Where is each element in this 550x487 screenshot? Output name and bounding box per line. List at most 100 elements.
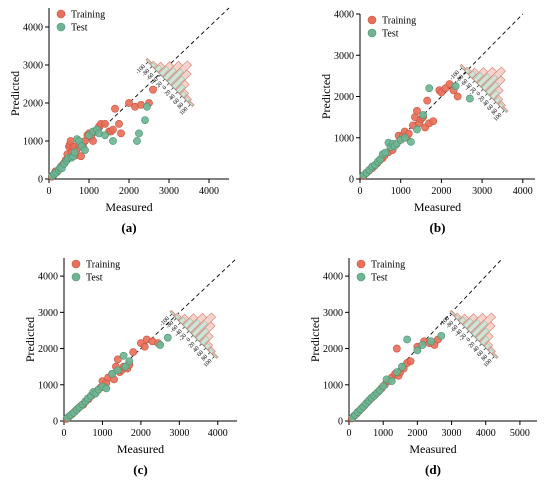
data-point-test xyxy=(381,148,390,157)
legend-marker-training xyxy=(71,259,81,269)
y-axis-label: Predicted xyxy=(308,317,322,362)
x-tick-label: 3000 xyxy=(442,428,462,439)
histogram-tick xyxy=(459,67,463,71)
histogram-tick-label: -40 xyxy=(464,82,474,92)
x-tick-label: 4000 xyxy=(513,186,533,197)
legend-marker-training xyxy=(356,259,366,269)
histogram-tick xyxy=(497,105,501,109)
histogram-bar-test xyxy=(191,320,208,337)
histogram-tick-label: 20 xyxy=(164,89,172,97)
histogram-bar-test xyxy=(468,70,477,79)
histogram-tick-label: 40 xyxy=(168,93,176,101)
y-tick-label: 3000 xyxy=(38,308,58,319)
histogram-tick xyxy=(502,110,505,113)
histogram-tick xyxy=(166,83,170,86)
x-axis-label: Measured xyxy=(414,200,461,214)
x-tick-label: 4000 xyxy=(476,428,496,439)
histogram-bar-test xyxy=(494,97,501,104)
y-tick-label: 2000 xyxy=(323,344,343,355)
histogram-tick-label: -60 xyxy=(146,72,156,82)
data-point-test xyxy=(143,102,151,111)
y-tick-label: 4000 xyxy=(23,23,43,34)
data-point-test xyxy=(392,368,401,376)
data-point-training xyxy=(140,342,149,351)
histogram-tick xyxy=(458,322,461,325)
histogram-tick-label: 60 xyxy=(476,350,484,358)
panel-label: (d) xyxy=(425,462,441,477)
histogram-tick-label: -80 xyxy=(445,320,455,330)
histogram-bar-test xyxy=(472,72,484,83)
x-tick-label: 5000 xyxy=(510,428,530,439)
histogram-tick-label: 40 xyxy=(472,345,480,353)
histogram-tick xyxy=(489,97,492,101)
histogram-tick-label: -40 xyxy=(454,328,464,338)
histogram-bar-test xyxy=(204,343,211,350)
data-point-test xyxy=(81,146,89,155)
data-point-test xyxy=(109,137,117,145)
histogram-tick xyxy=(476,84,480,88)
histogram-tick-label: -60 xyxy=(450,324,460,334)
histogram-tick-label: 20 xyxy=(478,95,486,103)
histogram-bar-test xyxy=(158,66,170,77)
y-axis-label: Predicted xyxy=(23,317,37,362)
histogram-tick xyxy=(485,93,488,96)
data-point-test xyxy=(113,366,122,375)
histogram-tick xyxy=(483,347,487,351)
histogram-tick xyxy=(199,343,202,347)
x-axis-label: Measured xyxy=(105,200,152,214)
histogram-tick xyxy=(182,326,185,330)
histogram-bar-test xyxy=(485,81,500,96)
y-tick-label: 4000 xyxy=(334,10,354,21)
histogram-bar-test xyxy=(464,68,470,75)
legend-label-test: Test xyxy=(371,273,388,284)
histogram-tick-label: 80 xyxy=(491,108,499,116)
legend-marker-test xyxy=(367,28,377,38)
histogram-tick xyxy=(203,347,207,351)
histogram-bar-test xyxy=(502,107,508,113)
histogram-bar-test xyxy=(146,59,151,64)
data-point-training xyxy=(429,117,438,126)
histogram-tick xyxy=(169,313,173,317)
data-point-test xyxy=(465,94,474,103)
histogram-bar-test xyxy=(187,319,201,333)
histogram-bar-test xyxy=(212,353,218,359)
histogram-tick-label: 60 xyxy=(486,104,494,112)
data-point-training xyxy=(113,355,122,364)
y-tick-label: 2000 xyxy=(23,99,43,110)
data-point-training xyxy=(109,125,117,134)
data-point-test xyxy=(125,357,134,366)
histogram-bar-test xyxy=(178,316,187,325)
data-point-test xyxy=(425,84,434,93)
histogram-bar-test xyxy=(462,318,474,329)
histogram-bar-test xyxy=(489,89,500,100)
histogram-bar-test xyxy=(154,64,163,73)
histogram-tick xyxy=(472,80,475,84)
x-axis-label: Measured xyxy=(117,442,164,456)
data-point-training xyxy=(101,120,109,128)
x-tick-label: 2000 xyxy=(119,186,139,197)
y-tick-label: 2000 xyxy=(334,92,354,103)
histogram-bar-test xyxy=(174,314,180,321)
x-tick-label: 1000 xyxy=(373,428,393,439)
legend-marker-test xyxy=(356,272,366,282)
y-tick-label: 1000 xyxy=(38,380,58,391)
data-point-test xyxy=(135,129,143,138)
histogram-bar-test xyxy=(488,348,494,354)
x-tick-label: 4000 xyxy=(199,186,219,197)
histogram-bar-test xyxy=(167,68,184,85)
x-tick-label: 3000 xyxy=(169,428,189,439)
legend-label-test: Test xyxy=(86,273,103,284)
legend-label-training: Training xyxy=(86,260,120,271)
legend-marker-training xyxy=(56,9,66,19)
histogram-tick xyxy=(183,99,187,103)
y-tick-label: 0 xyxy=(338,417,343,428)
histogram-bar-test xyxy=(150,62,156,69)
panel-label: (b) xyxy=(430,220,446,235)
histogram-tick xyxy=(162,78,166,82)
histogram-bar-test xyxy=(163,67,177,81)
histogram-tick-label: -60 xyxy=(460,78,470,88)
histogram-tick-label: 100 xyxy=(483,358,494,369)
data-point-training xyxy=(89,137,97,145)
y-tick-label: 3000 xyxy=(23,61,43,72)
